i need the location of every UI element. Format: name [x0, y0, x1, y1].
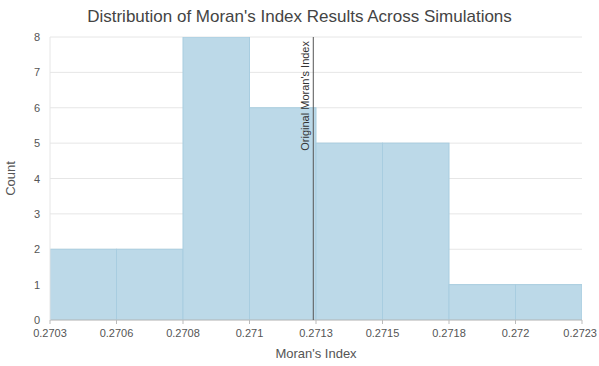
x-tick-label: 0.271	[236, 327, 264, 339]
x-tick-label: 0.2718	[432, 327, 466, 339]
y-tick-label: 4	[34, 173, 40, 185]
y-axis-label: Count	[3, 161, 18, 196]
bars	[50, 37, 582, 320]
x-tick	[515, 320, 516, 324]
bar[interactable]	[183, 37, 250, 320]
bar[interactable]	[117, 249, 184, 320]
annotation: Original Moran's Index	[299, 41, 311, 151]
x-tick-label: 0.272	[502, 327, 530, 339]
y-tick-label: 2	[34, 243, 40, 255]
grid-line	[50, 72, 582, 73]
x-tick	[183, 320, 184, 324]
chart: Distribution of Moran's Index Results Ac…	[0, 0, 599, 366]
bar[interactable]	[316, 143, 383, 320]
y-axis	[50, 37, 51, 320]
x-tick-label: 0.2713	[299, 327, 333, 339]
y-tick-label: 7	[34, 66, 40, 78]
y-tick-label: 8	[34, 31, 40, 43]
bar[interactable]	[516, 285, 583, 320]
y-tick-label: 1	[34, 279, 40, 291]
x-tick-label: 0.2723	[563, 327, 597, 339]
x-tick	[582, 320, 583, 324]
bar[interactable]	[449, 285, 516, 320]
x-tick	[316, 320, 317, 324]
x-tick	[249, 320, 250, 324]
x-tick	[382, 320, 383, 324]
y-tick-label: 0	[34, 314, 40, 326]
reference-line	[313, 37, 314, 320]
x-axis-label: Moran's Index	[275, 346, 357, 361]
bar[interactable]	[383, 143, 450, 320]
x-tick	[449, 320, 450, 324]
x-tick-label: 0.2703	[33, 327, 67, 339]
grid-line	[50, 37, 582, 38]
bar[interactable]	[50, 249, 117, 320]
x-tick-label: 0.2715	[366, 327, 400, 339]
x-tick	[116, 320, 117, 324]
x-tick-label: 0.2706	[100, 327, 134, 339]
title: Distribution of Moran's Index Results Ac…	[87, 7, 512, 26]
y-tick-label: 3	[34, 208, 40, 220]
x-tick	[50, 320, 51, 324]
y-tick-label: 6	[34, 102, 40, 114]
y-tick-label: 5	[34, 137, 40, 149]
x-tick-label: 0.2708	[166, 327, 200, 339]
